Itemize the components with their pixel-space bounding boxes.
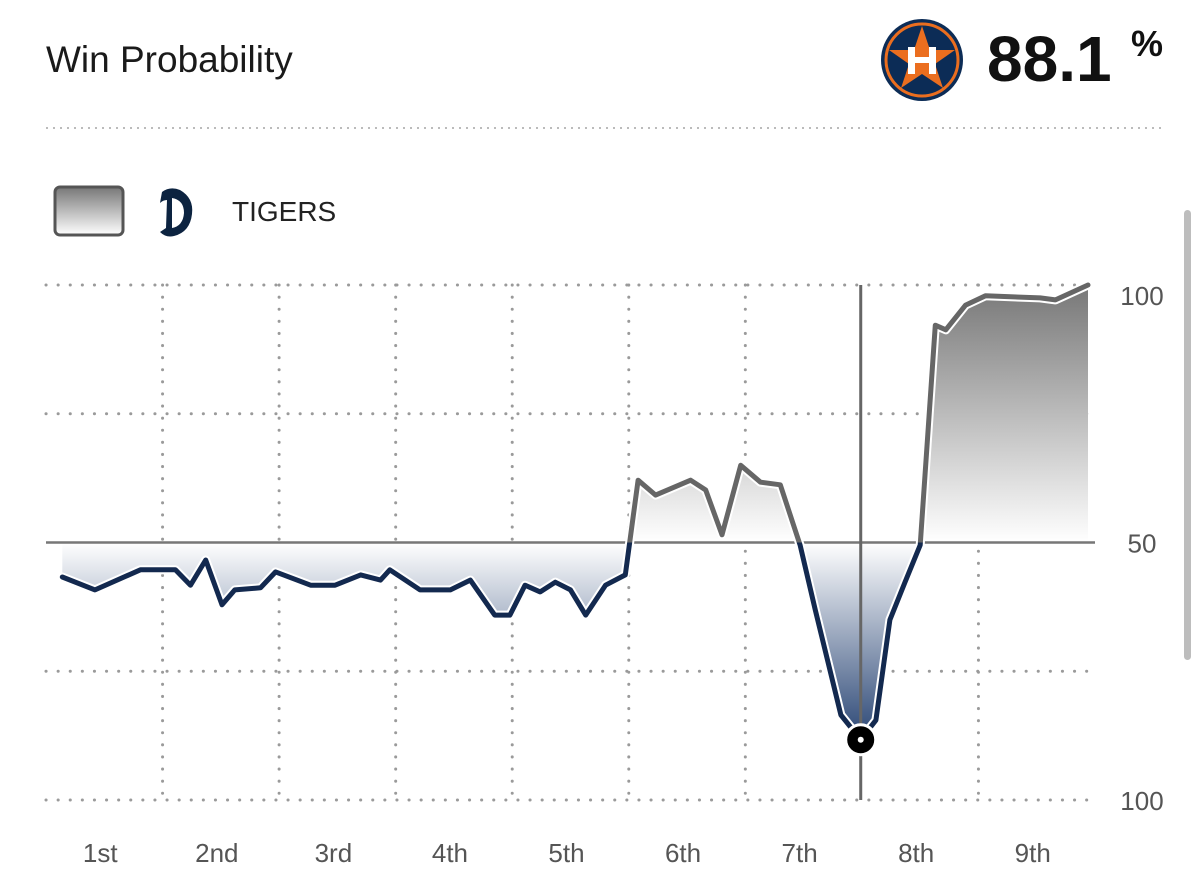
x-tick-label: 8th <box>898 838 934 868</box>
legend-label: TIGERS <box>232 196 336 227</box>
title: Win Probability <box>46 39 293 80</box>
win-probability-unit: % <box>1131 23 1163 64</box>
y-tick-label: 50 <box>1128 529 1157 559</box>
y-tick-label: 100 <box>1120 281 1163 311</box>
x-tick-label: 7th <box>782 838 818 868</box>
x-tick-label: 3rd <box>315 838 353 868</box>
area-above <box>62 285 1088 543</box>
scrollbar <box>1184 210 1191 660</box>
x-tick-label: 2nd <box>195 838 238 868</box>
highlight-point-center <box>857 736 864 743</box>
x-tick-label: 4th <box>432 838 468 868</box>
win-probability-value: 88.1 <box>987 23 1112 95</box>
tigers-logo <box>160 188 193 237</box>
astros-logo <box>881 19 963 101</box>
line-below <box>59 542 923 743</box>
x-tick-label: 5th <box>548 838 584 868</box>
legend-swatch <box>53 185 125 237</box>
y-tick-label: 100 <box>1120 786 1163 816</box>
x-tick-label: 1st <box>83 838 118 868</box>
x-tick-label: 6th <box>665 838 701 868</box>
area-below <box>62 542 1088 740</box>
x-tick-label: 9th <box>1015 838 1051 868</box>
